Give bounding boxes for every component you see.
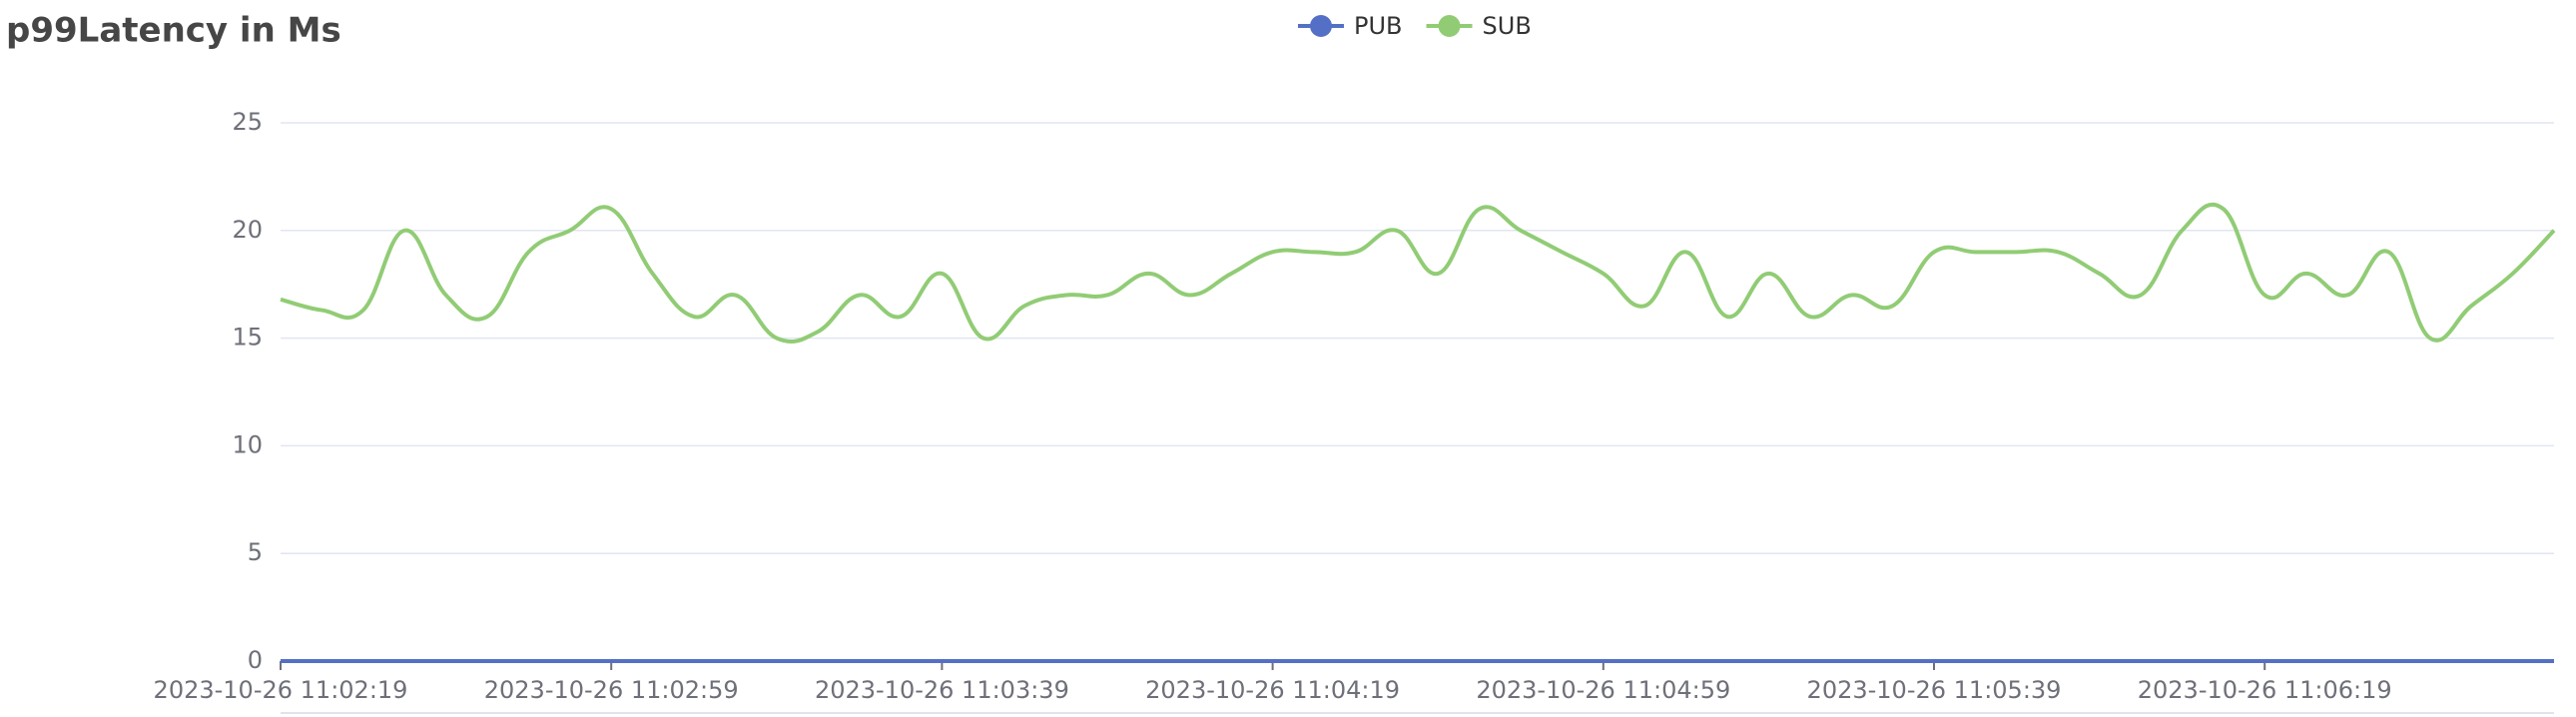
- y-tick-label: 5: [248, 538, 263, 566]
- series-line: [280, 202, 2556, 345]
- y-tick-label: 25: [232, 108, 263, 136]
- x-tick-label: 2023-10-26 11:02:59: [484, 676, 739, 704]
- y-tick-label: 0: [248, 646, 263, 674]
- x-tick-label: 2023-10-26 11:03:39: [815, 676, 1069, 704]
- legend-item[interactable]: SUB: [1426, 12, 1532, 40]
- legend-marker: [1310, 15, 1332, 37]
- x-tick-label: 2023-10-26 11:04:19: [1145, 676, 1400, 704]
- x-tick-label: 2023-10-26 11:06:19: [2138, 676, 2392, 704]
- x-tick-label: 2023-10-26 11:02:19: [154, 676, 408, 704]
- legend-marker: [1438, 15, 1461, 37]
- legend-label: PUB: [1354, 12, 1403, 40]
- x-tick-label: 2023-10-26 11:05:39: [1807, 676, 2062, 704]
- y-tick-label: 20: [232, 216, 263, 244]
- y-tick-label: 15: [232, 324, 263, 352]
- x-tick-label: 2023-10-26 11:04:59: [1476, 676, 1730, 704]
- legend-item[interactable]: PUB: [1298, 12, 1403, 40]
- legend-label: SUB: [1483, 12, 1532, 40]
- y-tick-label: 10: [232, 430, 263, 458]
- chart-title: p99Latency in Ms: [6, 11, 341, 51]
